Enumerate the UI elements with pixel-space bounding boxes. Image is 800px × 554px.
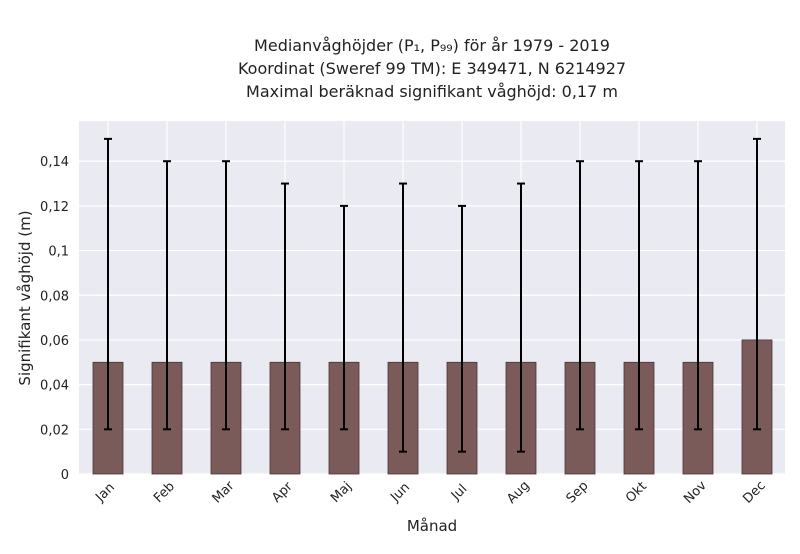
y-tick-label: 0,06 (40, 334, 69, 349)
y-tick-label: 0,04 (40, 379, 69, 394)
x-tick-label-maj: Maj (328, 479, 355, 506)
chart-title-line-2: Koordinat (Sweref 99 TM): E 349471, N 62… (238, 59, 626, 78)
x-tick-label-nov: Nov (681, 478, 710, 507)
chart-title: Medianvåghöjder (P₁, P₉₉) för år 1979 - … (238, 36, 626, 101)
x-tick-label-jun: Jun (387, 480, 413, 506)
y-tick-labels: 0 0,02 0,04 0,06 0,08 0,1 0,12 0,14 (40, 155, 69, 483)
x-tick-label-jul: Jul (448, 482, 470, 504)
plot-area (79, 121, 785, 474)
y-tick-label: 0 (61, 468, 69, 483)
x-axis-label: Månad (407, 517, 457, 535)
y-tick-label: 0,12 (40, 200, 69, 215)
x-tick-label-aug: Aug (504, 478, 533, 507)
x-tick-label-mar: Mar (210, 478, 238, 506)
chart-title-line-3: Maximal beräknad signifikant våghöjd: 0,… (246, 82, 618, 101)
x-tick-label-jan: Jan (92, 480, 117, 505)
y-tick-label: 0,14 (40, 155, 69, 170)
x-tick-label-apr: Apr (269, 479, 296, 506)
y-tick-label: 0,08 (40, 289, 69, 304)
x-tick-label-feb: Feb (151, 479, 178, 506)
y-tick-label: 0,1 (48, 245, 69, 260)
chart-title-line-1: Medianvåghöjder (P₁, P₉₉) för år 1979 - … (254, 36, 610, 55)
y-axis-label: Signifikant våghöjd (m) (16, 210, 34, 385)
x-tick-labels: Jan Feb Mar Apr Maj Jun Jul Aug Sep Okt Nov Dec (92, 478, 768, 507)
x-tick-label-sep: Sep (564, 479, 592, 507)
y-tick-label: 0,02 (40, 423, 69, 438)
error-bars (104, 137, 761, 453)
x-tick-label-dec: Dec (740, 478, 768, 506)
x-tick-label-okt: Okt (623, 479, 650, 506)
